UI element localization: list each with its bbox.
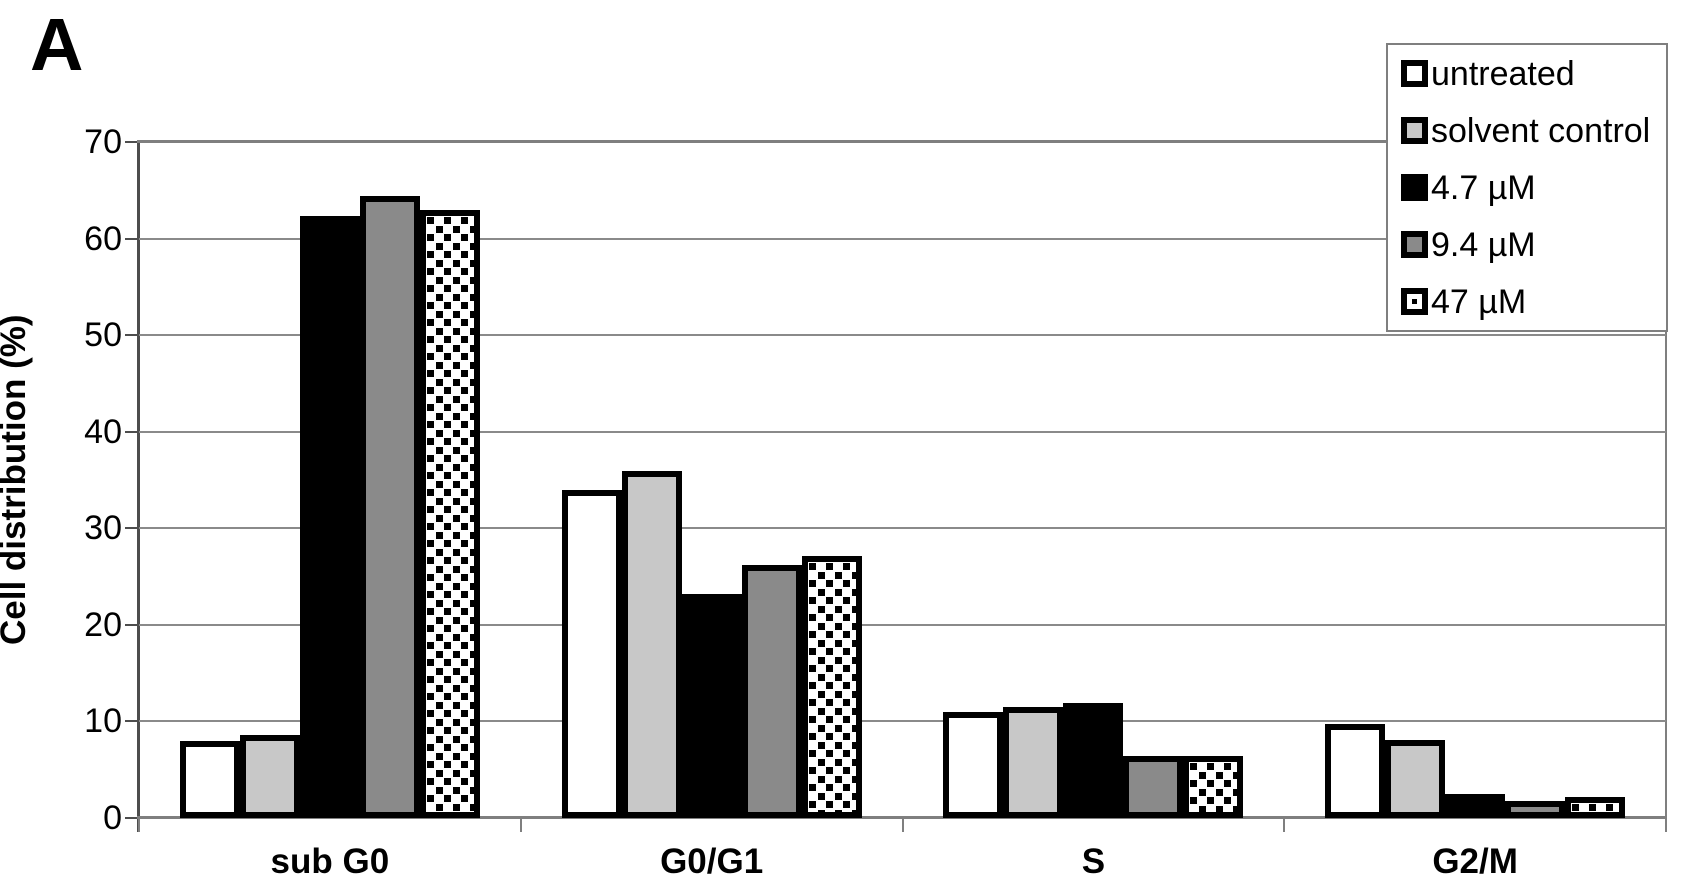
gridline-40 — [139, 430, 1666, 433]
bar-9.4-m — [1505, 801, 1566, 818]
y-tick-30 — [125, 527, 137, 530]
x-tick-1 — [519, 818, 522, 832]
x-tick-2 — [901, 818, 904, 832]
legend-swatch-icon — [1401, 231, 1428, 258]
x-tick-4 — [1665, 818, 1667, 832]
bar-group-g0-g1 — [521, 142, 903, 818]
bar-untreated — [561, 490, 622, 818]
y-tick-10 — [125, 720, 137, 723]
y-tick-label-10: 10 — [84, 702, 122, 741]
y-tick-label-70: 70 — [84, 123, 122, 161]
bar-9.4-m — [741, 565, 802, 818]
bar-4.7-m — [1445, 794, 1506, 818]
bar-47-m — [801, 556, 862, 818]
legend-entry-4.7-m: 4.7 µM — [1401, 171, 1666, 205]
bar-4.7-m — [681, 594, 742, 818]
y-tick-label-0: 0 — [103, 799, 122, 837]
gridline-60 — [139, 237, 1666, 240]
plot-right-border — [1665, 140, 1667, 819]
legend-entry-9.4-m: 9.4 µM — [1401, 228, 1666, 262]
legend-swatch-icon — [1401, 288, 1428, 315]
y-tick-label-50: 50 — [84, 316, 122, 355]
legend-label: untreated — [1431, 54, 1575, 93]
y-tick-label-30: 30 — [84, 509, 122, 548]
legend-label: 4.7 µM — [1431, 168, 1536, 207]
gridline-10 — [139, 720, 1666, 723]
legend-entry-untreated: untreated — [1401, 57, 1666, 91]
bar-untreated — [1325, 724, 1386, 818]
legend-label: solvent control — [1431, 111, 1651, 150]
y-tick-label-60: 60 — [84, 219, 122, 258]
legend-entry-47-m: 47 µM — [1401, 285, 1666, 319]
x-label-sub-g0: sub G0 — [270, 842, 390, 881]
y-tick-0 — [125, 817, 137, 819]
x-axis-line — [137, 816, 1667, 819]
legend-swatch-icon — [1401, 174, 1428, 201]
legend-entry-solvent-control: solvent control — [1401, 114, 1666, 148]
y-tick-20 — [125, 623, 137, 626]
bar-9.4-m — [1123, 756, 1184, 818]
bar-group-s — [903, 142, 1285, 818]
bar-untreated — [943, 712, 1004, 818]
x-tick-3 — [1283, 818, 1286, 832]
y-tick-40 — [125, 430, 137, 433]
x-label-g2-m: G2/M — [1432, 842, 1518, 881]
y-tick-60 — [125, 237, 137, 240]
y-axis-line — [137, 140, 140, 832]
y-tick-label-20: 20 — [84, 605, 122, 644]
gridline-20 — [139, 623, 1666, 626]
bar-group-g2-m — [1284, 142, 1666, 818]
bar-solvent-control — [621, 471, 682, 818]
bar-4.7-m — [299, 216, 360, 818]
bar-9.4-m — [359, 196, 420, 818]
bar-47-m — [1565, 797, 1626, 818]
gridline-50 — [139, 334, 1666, 337]
x-label-s: S — [1081, 842, 1106, 881]
bar-group-sub-g0 — [139, 142, 521, 818]
bar-solvent-control — [1385, 740, 1446, 818]
bar-untreated — [179, 741, 240, 818]
y-tick-50 — [125, 334, 137, 337]
bar-47-m — [1183, 756, 1244, 818]
bar-47-m — [419, 210, 480, 818]
legend-swatch-icon — [1401, 60, 1428, 87]
legend: untreated solvent control 4.7 µM 9.4 µM 47 µ… — [1386, 43, 1668, 332]
x-tick-0 — [138, 818, 140, 832]
plot-top-border — [137, 140, 1667, 143]
bar-solvent-control — [1003, 707, 1064, 818]
y-tick-label-40: 40 — [84, 412, 122, 451]
bar-4.7-m — [1063, 703, 1124, 818]
legend-swatch-icon — [1401, 117, 1428, 144]
panel-label: A — [30, 3, 85, 86]
x-label-g0-g1: G0/G1 — [660, 842, 764, 881]
y-tick-70 — [125, 141, 137, 143]
gridline-30 — [139, 527, 1666, 530]
legend-label: 47 µM — [1431, 282, 1527, 321]
legend-label: 9.4 µM — [1431, 225, 1536, 264]
bar-solvent-control — [239, 735, 300, 818]
